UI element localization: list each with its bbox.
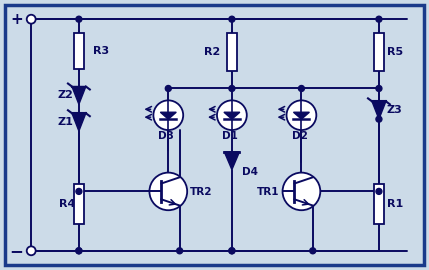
Text: D1: D1: [222, 131, 238, 141]
Circle shape: [376, 16, 382, 22]
Polygon shape: [372, 101, 386, 119]
Circle shape: [177, 248, 183, 254]
FancyBboxPatch shape: [6, 5, 423, 265]
Circle shape: [76, 248, 82, 254]
Circle shape: [229, 248, 235, 254]
Bar: [74, 184, 84, 224]
Circle shape: [287, 100, 316, 130]
Circle shape: [76, 248, 82, 254]
Circle shape: [229, 16, 235, 22]
Circle shape: [217, 100, 247, 130]
Text: D4: D4: [242, 167, 258, 177]
Text: D2: D2: [292, 131, 308, 141]
Circle shape: [76, 188, 82, 194]
Circle shape: [283, 173, 320, 210]
Circle shape: [229, 248, 235, 254]
Circle shape: [154, 100, 183, 130]
Circle shape: [299, 86, 305, 92]
Polygon shape: [72, 86, 86, 104]
Text: +: +: [10, 12, 23, 27]
Bar: [374, 184, 384, 224]
Text: R5: R5: [387, 47, 403, 57]
Text: D3: D3: [158, 131, 174, 141]
Circle shape: [149, 173, 187, 210]
Text: Z2: Z2: [57, 90, 73, 100]
Text: TR2: TR2: [190, 187, 213, 197]
Polygon shape: [160, 112, 176, 119]
Circle shape: [165, 86, 171, 92]
Polygon shape: [72, 113, 86, 131]
Polygon shape: [224, 152, 239, 170]
Circle shape: [376, 188, 382, 194]
Circle shape: [27, 246, 36, 255]
Text: R1: R1: [387, 199, 403, 209]
Text: −: −: [9, 242, 23, 260]
Bar: [74, 33, 84, 69]
Polygon shape: [224, 112, 240, 119]
Circle shape: [76, 16, 82, 22]
Text: R3: R3: [93, 46, 109, 56]
Circle shape: [310, 248, 316, 254]
Bar: [227, 33, 237, 71]
Circle shape: [229, 86, 235, 92]
Text: R4: R4: [59, 199, 76, 209]
Bar: [374, 33, 384, 71]
Circle shape: [376, 86, 382, 92]
Text: Z3: Z3: [387, 105, 403, 115]
Text: Z1: Z1: [57, 117, 73, 127]
Text: R2: R2: [204, 47, 221, 57]
Circle shape: [376, 116, 382, 122]
Polygon shape: [293, 112, 309, 119]
Circle shape: [27, 15, 36, 24]
Text: TR1: TR1: [257, 187, 279, 197]
